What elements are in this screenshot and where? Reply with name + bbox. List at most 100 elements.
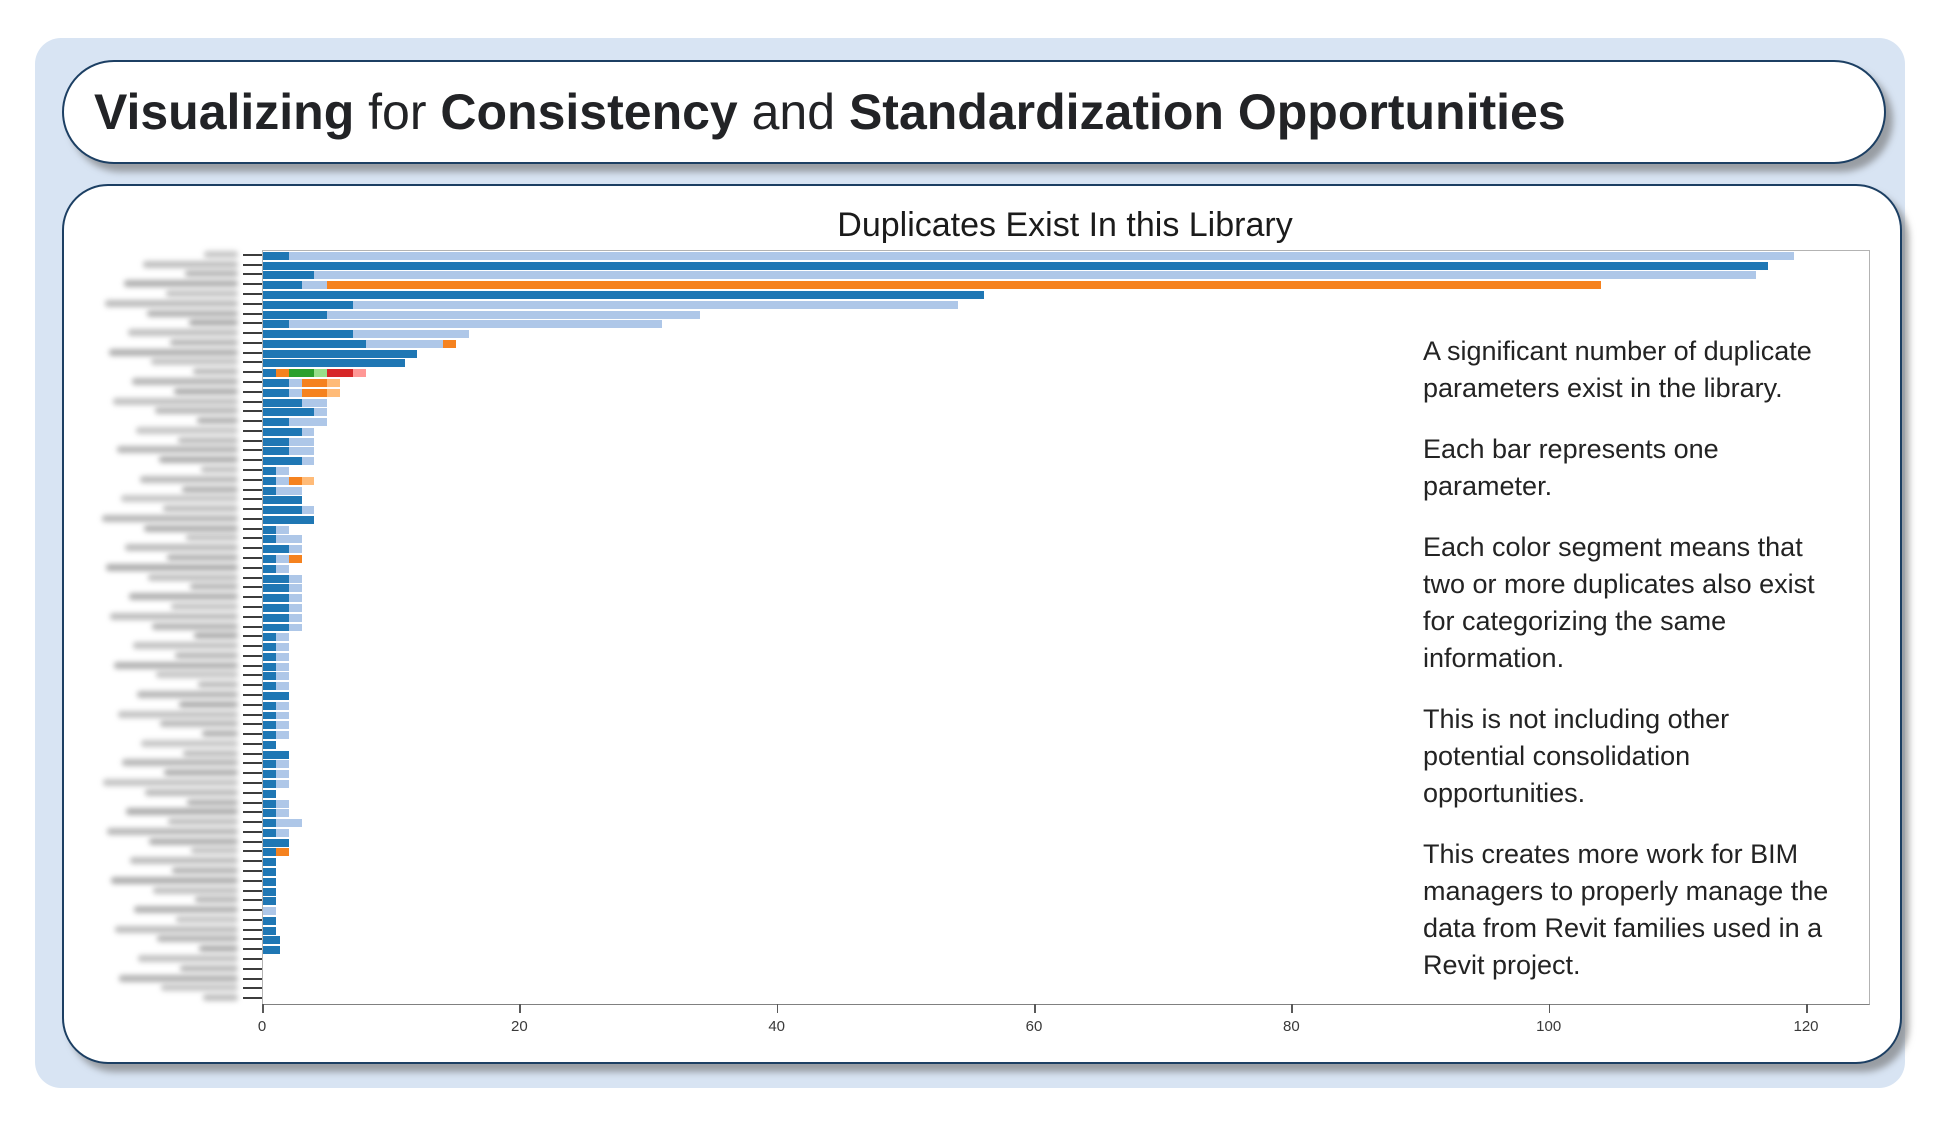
bar-segment-blue bbox=[263, 291, 984, 299]
bar-segment-lightgreen bbox=[314, 369, 328, 378]
y-axis-tick bbox=[243, 508, 262, 511]
bar-segment-blue bbox=[263, 643, 276, 652]
y-axis-tick bbox=[243, 361, 262, 364]
y-axis-tick bbox=[243, 615, 262, 618]
y-axis-label-blurred bbox=[185, 270, 238, 278]
bar-segment-lightblue bbox=[275, 721, 289, 730]
bar-segment-blue bbox=[263, 691, 289, 700]
y-axis-tick bbox=[243, 381, 262, 384]
y-axis-tick bbox=[243, 860, 262, 863]
bar-segment-lightblue bbox=[275, 486, 302, 495]
y-axis-label-blurred bbox=[161, 984, 238, 992]
y-axis-label-blurred bbox=[186, 534, 238, 542]
bar-segment-blue bbox=[263, 750, 289, 759]
y-axis-label-blurred bbox=[204, 250, 238, 258]
x-axis-tick bbox=[262, 1004, 264, 1013]
bar-segment-blue bbox=[263, 574, 289, 583]
y-axis-tick bbox=[243, 830, 262, 833]
y-axis-tick bbox=[243, 840, 262, 843]
bar-segment-blue bbox=[263, 760, 276, 769]
y-axis-label-blurred bbox=[160, 720, 238, 728]
bar-segment-blue bbox=[263, 349, 418, 358]
y-axis-label-blurred bbox=[111, 876, 238, 884]
bar-segment-blue bbox=[263, 652, 276, 661]
y-axis-label-blurred bbox=[138, 954, 238, 962]
bar-segment-lightblue bbox=[275, 525, 289, 534]
y-axis-tick bbox=[243, 420, 262, 423]
bar-segment-blue bbox=[263, 545, 289, 554]
y-axis-label-blurred bbox=[195, 896, 238, 904]
bar-segment-blue bbox=[263, 779, 276, 788]
y-axis-tick bbox=[243, 918, 262, 921]
y-axis-tick bbox=[243, 547, 262, 550]
y-axis-label-blurred bbox=[153, 886, 238, 894]
bar-segment-lightblue bbox=[288, 613, 302, 622]
y-axis-label-blurred bbox=[193, 368, 238, 376]
bar-segment-blue bbox=[263, 310, 328, 319]
y-axis-tick bbox=[243, 938, 262, 941]
y-axis-tick bbox=[243, 429, 262, 432]
y-axis-tick bbox=[243, 273, 262, 276]
bar-segment-blue bbox=[263, 555, 276, 564]
bar-segment-blue bbox=[263, 662, 276, 671]
bar-segment-lightblue bbox=[288, 594, 302, 603]
bar-segment-blue bbox=[263, 672, 276, 681]
y-axis-tick bbox=[243, 263, 262, 266]
bar-segment-lightblue bbox=[301, 506, 315, 515]
y-axis-tick bbox=[243, 517, 262, 520]
y-axis-tick bbox=[243, 664, 262, 667]
y-axis-tick bbox=[243, 645, 262, 648]
bar-segment-blue bbox=[263, 789, 276, 798]
y-axis-label-blurred bbox=[140, 475, 238, 483]
bar-segment-blue bbox=[263, 379, 289, 387]
bar-segment-blue bbox=[263, 398, 302, 407]
bar-segment-blue bbox=[263, 467, 276, 475]
y-axis-label-blurred bbox=[102, 514, 238, 522]
bar-segment-lightblue bbox=[301, 427, 315, 436]
y-axis-tick bbox=[243, 791, 262, 794]
bar-segment-blue bbox=[263, 731, 276, 740]
bar-segment-blue bbox=[263, 457, 302, 466]
y-axis-tick bbox=[243, 341, 262, 344]
bar-segment-blue bbox=[263, 525, 276, 534]
note-paragraph: This creates more work for BIM managers … bbox=[1423, 839, 1829, 980]
bar-segment-blue bbox=[263, 936, 280, 945]
y-axis-tick bbox=[243, 869, 262, 872]
y-axis-tick bbox=[243, 332, 262, 335]
y-axis-tick bbox=[243, 723, 262, 726]
y-axis-label-blurred bbox=[202, 730, 238, 738]
bar-segment-lightblue bbox=[263, 907, 276, 916]
y-axis-tick bbox=[243, 948, 262, 951]
y-axis-tick bbox=[243, 899, 262, 902]
bar-segment-blue bbox=[263, 251, 289, 260]
y-axis-tick bbox=[243, 703, 262, 706]
y-axis-label-blurred bbox=[106, 563, 238, 571]
y-axis-label-blurred bbox=[113, 397, 238, 405]
y-axis-label-blurred bbox=[145, 788, 238, 796]
y-axis-label-blurred bbox=[187, 798, 238, 806]
bar-segment-blue bbox=[263, 330, 354, 339]
x-axis-tick-label: 100 bbox=[1536, 1018, 1562, 1035]
bar-segment-blue bbox=[263, 916, 276, 925]
x-axis-tick bbox=[1291, 1004, 1293, 1013]
y-axis-label-blurred bbox=[176, 915, 238, 923]
bar-segment-lightblue bbox=[275, 819, 302, 828]
y-axis-label-blurred bbox=[168, 818, 238, 826]
y-axis-tick bbox=[243, 527, 262, 530]
bar-segment-blue bbox=[263, 261, 1769, 270]
y-axis-label-blurred bbox=[175, 651, 238, 659]
y-axis-label-blurred bbox=[134, 906, 238, 914]
bar-segment-lightblue bbox=[275, 633, 289, 642]
bar-segment-blue bbox=[263, 926, 276, 935]
x-axis-tick bbox=[776, 1004, 779, 1013]
y-axis-tick bbox=[243, 957, 262, 960]
bar-segment-lightblue bbox=[314, 408, 328, 417]
y-axis-tick bbox=[243, 351, 262, 354]
bar-segment-blue bbox=[263, 506, 302, 515]
y-axis-tick bbox=[243, 772, 262, 775]
bar-segment-blue bbox=[263, 946, 280, 955]
y-axis-tick bbox=[243, 410, 262, 413]
bar-segment-blue bbox=[263, 594, 289, 603]
bar-segment-lightblue bbox=[288, 584, 302, 593]
y-axis-label-blurred bbox=[182, 485, 238, 493]
